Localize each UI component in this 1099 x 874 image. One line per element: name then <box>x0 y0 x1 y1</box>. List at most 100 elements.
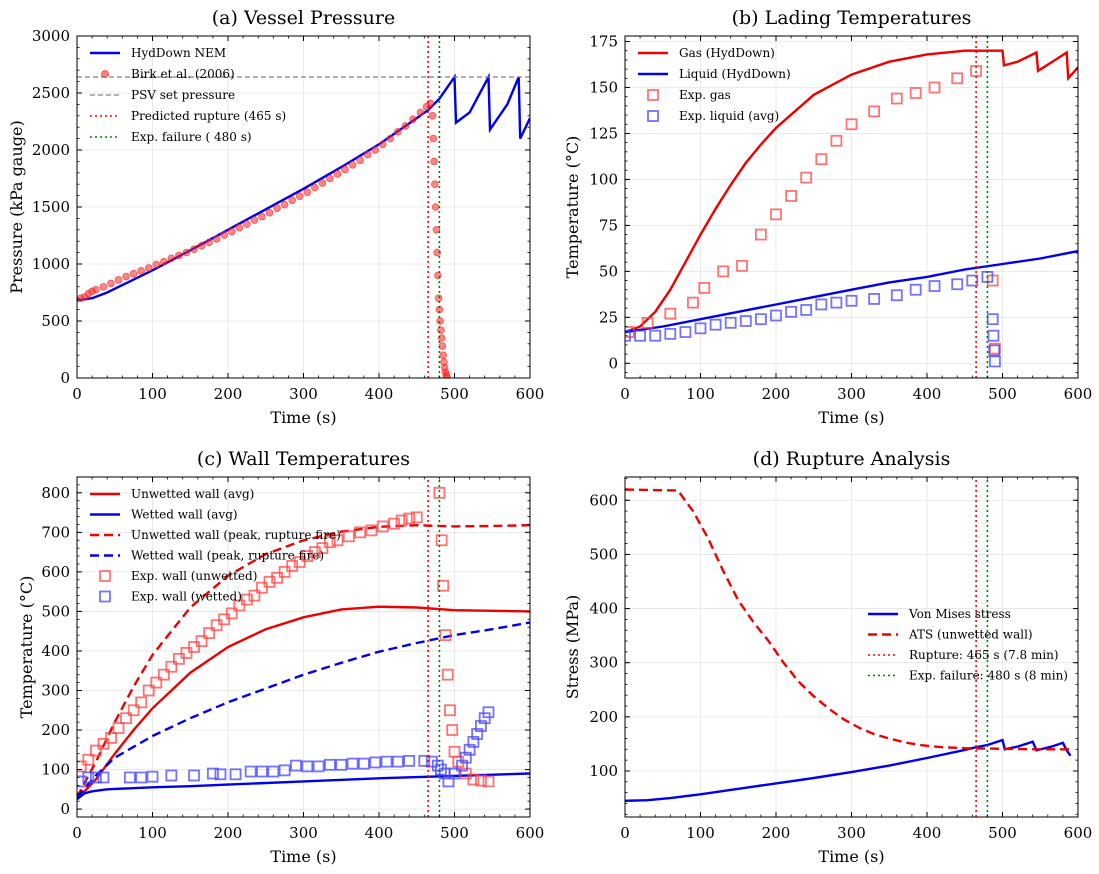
legend-label: Exp. wall (wetted) <box>131 590 242 604</box>
legend-item: Exp. failure ( 480 s) <box>90 130 252 144</box>
data-point <box>135 696 148 709</box>
data-point <box>265 208 274 217</box>
legend-label: ATS (unwetted wall) <box>908 628 1033 642</box>
legend-label: Unwetted wall (avg) <box>131 487 254 501</box>
data-point <box>987 329 1000 342</box>
y-axis-label: Stress (MPa) <box>563 595 582 699</box>
data-point <box>356 156 364 165</box>
data-point <box>280 200 289 209</box>
x-axis-label: Time (s) <box>818 408 884 427</box>
data-point <box>989 355 1001 368</box>
data-point <box>435 763 447 776</box>
data-point <box>482 775 495 788</box>
legend-swatch <box>99 570 111 582</box>
data-point <box>431 180 439 189</box>
data-point <box>82 753 95 766</box>
data-point <box>785 190 797 202</box>
y-tick-label: 0 <box>608 354 618 372</box>
x-tick-label: 0 <box>72 824 82 842</box>
x-tick-label: 200 <box>762 385 791 403</box>
data-point <box>210 619 223 632</box>
data-point <box>418 754 431 767</box>
data-point <box>432 226 441 234</box>
legend-swatch <box>647 110 659 122</box>
data-point <box>437 326 445 334</box>
data-point <box>386 134 395 143</box>
data-point <box>180 647 193 659</box>
data-point <box>267 765 280 778</box>
data-point <box>437 334 446 342</box>
data-point <box>698 282 711 294</box>
data-point <box>363 150 372 159</box>
data-point <box>150 676 163 689</box>
x-tick-label: 100 <box>138 824 167 842</box>
data-point <box>641 316 654 329</box>
data-point <box>243 220 251 228</box>
series-1 <box>77 99 451 378</box>
series-line <box>77 605 530 801</box>
data-point <box>342 530 355 543</box>
series-1 <box>77 772 530 801</box>
data-point <box>135 771 148 784</box>
data-point <box>431 203 440 211</box>
data-point <box>868 293 881 305</box>
data-point <box>335 758 348 771</box>
legend-label: Wetted wall (peak, rupture fire) <box>131 549 324 563</box>
data-point <box>433 248 441 257</box>
data-point <box>225 607 238 620</box>
x-tick-label: 500 <box>440 385 469 403</box>
data-point <box>482 706 495 719</box>
y-tick-label: 200 <box>41 721 70 739</box>
y-tick-label: 100 <box>41 761 70 779</box>
y-tick-label: 75 <box>599 216 618 234</box>
x-tick-label: 0 <box>620 824 630 842</box>
legend-item: Unwetted wall (peak, rupture fire) <box>90 528 341 542</box>
data-point <box>443 373 451 378</box>
y-tick-label: 300 <box>589 654 618 672</box>
data-point <box>227 227 236 236</box>
data-point <box>437 579 450 592</box>
series-line <box>625 738 1072 802</box>
data-point <box>324 536 336 549</box>
data-point <box>97 737 110 750</box>
chart-panel-3: (d) Rupture Analysis Time (s) Stress (MPa)… <box>563 448 1092 866</box>
data-point <box>439 629 452 642</box>
data-point <box>755 228 767 241</box>
data-point <box>92 285 100 294</box>
data-point <box>800 304 813 316</box>
y-tick-label: 0 <box>60 369 70 387</box>
legend-label: Wetted wall (avg) <box>131 508 238 522</box>
x-tick-label: 200 <box>214 824 243 842</box>
legend-label: HydDown NEM <box>131 46 226 60</box>
data-point <box>435 534 448 547</box>
data-point <box>324 758 336 771</box>
series-1 <box>625 488 1071 751</box>
series-0 <box>77 605 530 801</box>
data-point <box>441 668 454 681</box>
data-point <box>341 165 349 174</box>
data-point <box>845 118 858 131</box>
y-tick-label: 500 <box>589 545 618 563</box>
data-point <box>365 524 378 537</box>
series-0 <box>625 49 1078 334</box>
data-point <box>290 759 302 772</box>
y-tick-label: 100 <box>589 762 618 780</box>
data-point <box>471 728 484 740</box>
data-point <box>326 174 334 183</box>
legend-label: Exp. liquid (avg) <box>679 109 779 123</box>
data-point <box>428 112 437 120</box>
data-point <box>890 289 903 302</box>
data-point <box>380 755 393 768</box>
data-point <box>966 274 979 287</box>
data-point <box>442 775 455 788</box>
data-point <box>167 254 176 263</box>
data-point <box>634 329 646 342</box>
legend-item: Wetted wall (avg) <box>90 508 238 522</box>
x-tick-label: 100 <box>686 824 715 842</box>
y-tick-label: 100 <box>589 170 618 188</box>
data-point <box>220 231 229 239</box>
y-tick-label: 500 <box>41 312 70 330</box>
legend: Von Mises stress ATS (unwetted wall) Ruptu… <box>868 607 1068 683</box>
y-tick-label: 50 <box>599 262 618 280</box>
